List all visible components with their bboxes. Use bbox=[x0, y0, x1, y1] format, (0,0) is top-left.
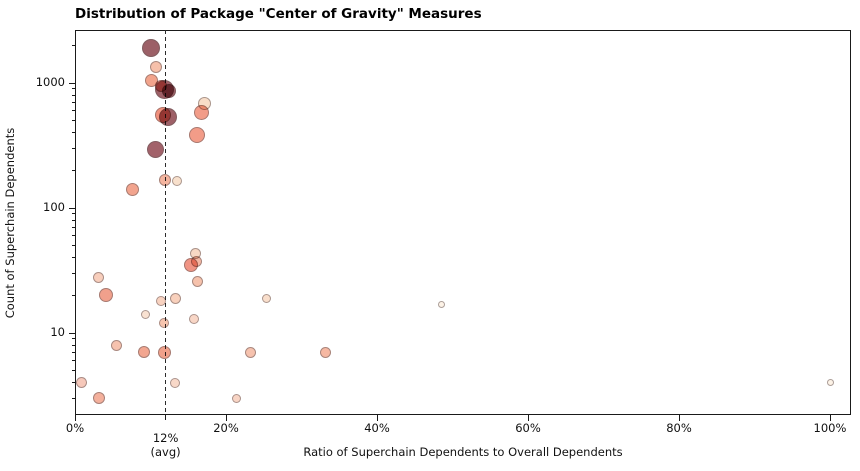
x-axis-tick-avg bbox=[165, 415, 167, 420]
y-axis-minor-tick bbox=[71, 44, 75, 46]
y-axis-minor-tick bbox=[71, 235, 75, 237]
y-axis-minor-tick bbox=[71, 360, 75, 362]
y-axis-minor-tick bbox=[71, 110, 75, 112]
x-axis-tick bbox=[527, 415, 529, 421]
y-axis-minor-tick bbox=[71, 94, 75, 96]
scatter-point bbox=[170, 377, 181, 388]
scatter-point bbox=[137, 346, 150, 359]
x-axis-tick-label: 60% bbox=[515, 421, 541, 435]
scatter-point bbox=[98, 288, 113, 303]
y-axis-minor-tick bbox=[71, 382, 75, 384]
scatter-point bbox=[158, 345, 172, 359]
plot-area-border bbox=[75, 30, 851, 415]
y-axis-minor-tick bbox=[71, 132, 75, 134]
scatter-point bbox=[437, 300, 445, 308]
scatter-point bbox=[156, 296, 167, 307]
scatter-point bbox=[158, 173, 171, 186]
x-axis-tick-label: 0% bbox=[65, 421, 85, 435]
y-axis-minor-tick bbox=[71, 226, 75, 228]
scatter-point bbox=[261, 293, 271, 303]
scatter-point bbox=[189, 313, 200, 324]
scatter-point bbox=[169, 292, 181, 304]
scatter-point bbox=[320, 346, 332, 358]
scatter-point bbox=[194, 105, 210, 121]
y-axis-minor-tick bbox=[71, 338, 75, 340]
y-axis-minor-tick bbox=[71, 257, 75, 259]
x-axis-tick bbox=[74, 415, 76, 421]
average-dashed-line bbox=[164, 30, 167, 415]
scatter-point bbox=[171, 175, 182, 186]
y-axis-tick bbox=[69, 82, 75, 84]
y-axis-minor-tick bbox=[71, 147, 75, 149]
y-axis-tick bbox=[69, 207, 75, 209]
x-axis-tick-label: 80% bbox=[666, 421, 692, 435]
x-axis-tick bbox=[376, 415, 378, 421]
y-axis-tick-label: 10 bbox=[50, 325, 65, 339]
scatter-point bbox=[158, 108, 177, 127]
y-axis-label: Count of Superchain Dependents bbox=[3, 127, 17, 319]
y-axis-minor-tick bbox=[71, 120, 75, 122]
y-axis-minor-tick bbox=[71, 294, 75, 296]
y-axis-minor-tick bbox=[71, 351, 75, 353]
y-axis-tick-label: 1000 bbox=[35, 75, 65, 89]
y-axis-minor-tick bbox=[71, 219, 75, 221]
scatter-point bbox=[111, 339, 123, 351]
y-axis-minor-tick bbox=[71, 245, 75, 247]
scatter-point bbox=[149, 60, 162, 73]
y-axis-minor-tick bbox=[71, 344, 75, 346]
scatter-point bbox=[232, 393, 242, 403]
x-axis-tick bbox=[225, 415, 227, 421]
x-axis-tick bbox=[829, 415, 831, 421]
scatter-point bbox=[141, 39, 160, 58]
x-axis-label: Ratio of Superchain Dependents to Overal… bbox=[303, 445, 623, 459]
scatter-point bbox=[189, 126, 206, 143]
scatter-point bbox=[189, 248, 201, 260]
y-axis-tick bbox=[69, 332, 75, 334]
scatter-point bbox=[92, 271, 104, 283]
y-axis-minor-tick bbox=[71, 169, 75, 171]
scatter-point bbox=[191, 275, 203, 287]
x-axis-tick-label: 40% bbox=[364, 421, 390, 435]
scatter-point bbox=[162, 84, 177, 99]
scatter-point bbox=[826, 379, 834, 387]
scatter-point bbox=[159, 318, 170, 329]
scatter-point bbox=[76, 377, 88, 389]
y-axis-tick-label: 100 bbox=[43, 200, 65, 214]
y-axis-minor-tick bbox=[71, 272, 75, 274]
scatter-point bbox=[93, 392, 106, 405]
scatter-point bbox=[125, 183, 139, 197]
y-axis-minor-tick bbox=[71, 213, 75, 215]
x-axis-tick-label: 100% bbox=[813, 421, 847, 435]
y-axis-minor-tick bbox=[71, 397, 75, 399]
y-axis-minor-tick bbox=[71, 370, 75, 372]
scatter-point bbox=[140, 310, 150, 320]
avg-tick-label: 12% bbox=[152, 431, 179, 445]
y-axis-minor-tick bbox=[71, 101, 75, 103]
scatter-point bbox=[244, 346, 256, 358]
scatter-point bbox=[146, 140, 164, 158]
chart-title: Distribution of Package "Center of Gravi… bbox=[75, 6, 482, 22]
x-axis-tick bbox=[678, 415, 680, 421]
y-axis-minor-tick bbox=[71, 88, 75, 90]
avg-tick-sublabel: (avg) bbox=[150, 445, 181, 459]
x-axis-tick-label: 20% bbox=[213, 421, 239, 435]
